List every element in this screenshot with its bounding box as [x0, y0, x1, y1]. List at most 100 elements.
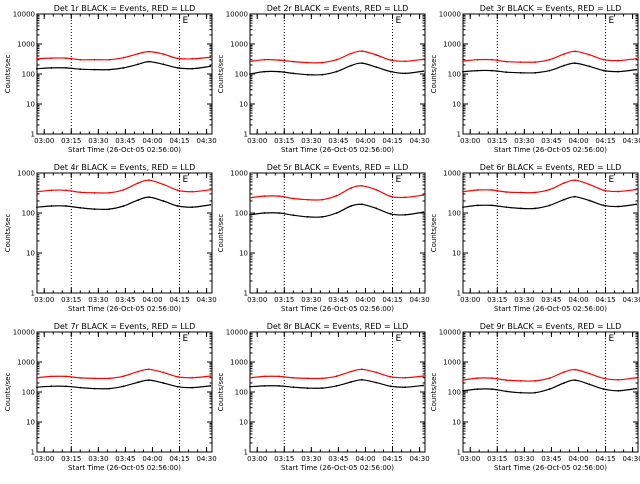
data-point-lld — [263, 195, 266, 198]
data-point-events — [491, 69, 493, 72]
data-point-lld — [476, 377, 479, 379]
data-point-lld — [491, 189, 493, 191]
data-point-events — [505, 206, 508, 209]
data-point-lld — [79, 58, 82, 61]
data-point-lld — [65, 375, 67, 378]
y-tick-label: 1000 — [17, 170, 35, 178]
data-point-events — [36, 67, 38, 70]
data-point-events — [361, 378, 363, 381]
chart-title: Det 5r BLACK = Events, RED = LLD — [267, 163, 409, 172]
chart-panel-3: Det 3r BLACK = Events, RED = LLD E 1 10 100 1… — [430, 4, 640, 154]
x-tick-label: 04:00 — [355, 455, 375, 463]
x-tick-label: 03:00 — [247, 137, 267, 145]
chart-title: Det 6r BLACK = Events, RED = LLD — [480, 163, 622, 172]
data-point-events — [148, 379, 150, 381]
x-tick-label: 04:15 — [595, 455, 615, 463]
y-tick-label: 100 — [235, 389, 248, 397]
data-point-events — [404, 386, 407, 389]
data-point-lld — [321, 377, 324, 380]
data-point-lld — [148, 50, 150, 53]
x-axis-label: Start Time (26-Oct-05 02:56:00) — [494, 305, 607, 313]
data-point-lld — [278, 195, 280, 198]
x-axis-label: Start Time (26-Oct-05 02:56:00) — [494, 464, 607, 472]
x-axis-label: Start Time (26-Oct-05 02:56:00) — [494, 146, 607, 154]
x-tick-label: 03:15 — [487, 137, 507, 145]
series-line-lld — [462, 368, 637, 382]
data-point-lld — [361, 50, 363, 52]
data-point-lld — [563, 53, 565, 55]
data-point-lld — [249, 196, 251, 199]
data-point-events — [278, 212, 280, 214]
series-line-lld — [249, 368, 424, 380]
data-point-events — [93, 387, 96, 390]
y-tick-label: 10 — [26, 419, 35, 427]
data-point-lld — [292, 197, 295, 200]
data-point-lld — [263, 58, 266, 61]
data-point-lld — [162, 371, 165, 374]
data-point-lld — [375, 371, 378, 374]
plot-frame — [36, 331, 213, 453]
data-point-lld — [292, 377, 295, 379]
data-point-lld — [635, 188, 638, 191]
data-point-events — [563, 64, 565, 67]
data-point-lld — [519, 191, 522, 194]
data-point-events — [635, 68, 638, 71]
data-point-events — [505, 71, 508, 74]
data-point-lld — [176, 189, 179, 192]
x-tick-label: 03:00 — [460, 455, 480, 463]
chart-panel-7: Det 7r BLACK = Events, RED = LLD E 1 10 100 1… — [4, 322, 217, 472]
y-tick-label: 100 — [22, 71, 35, 79]
data-point-lld — [389, 375, 392, 378]
data-point-lld — [191, 57, 194, 60]
data-point-lld — [588, 183, 591, 186]
data-point-events — [389, 385, 392, 388]
y-tick-label: 10 — [26, 250, 35, 258]
chart-title: Det 1r BLACK = Events, RED = LLD — [54, 4, 196, 13]
data-point-lld — [476, 189, 479, 191]
data-point-lld — [335, 58, 338, 61]
data-point-events — [375, 207, 378, 210]
x-tick-label: 03:45 — [541, 296, 561, 304]
data-point-events — [176, 205, 179, 207]
plot-frame — [249, 331, 426, 453]
plot-frame — [249, 13, 426, 135]
x-tick-label: 04:30 — [196, 455, 216, 463]
data-point-lld — [93, 58, 96, 61]
data-point-events — [137, 63, 139, 66]
plot-frame — [36, 13, 213, 135]
data-point-lld — [617, 378, 620, 381]
x-tick-label: 04:30 — [409, 137, 429, 145]
y-axis-label: Counts/sec — [430, 373, 438, 412]
data-point-events — [534, 207, 537, 210]
data-point-lld — [602, 58, 605, 61]
data-point-lld — [462, 190, 464, 193]
data-point-events — [534, 391, 537, 394]
data-point-events — [617, 389, 620, 392]
data-point-events — [602, 388, 605, 390]
y-tick-label: 100 — [448, 210, 461, 218]
y-tick-label: 100 — [235, 210, 248, 218]
x-tick-label: 04:00 — [568, 296, 588, 304]
data-point-lld — [162, 53, 165, 55]
data-point-events — [321, 387, 324, 389]
y-tick-label: 10 — [239, 419, 248, 427]
marker-label: E — [396, 175, 402, 185]
data-point-events — [249, 385, 251, 388]
data-point-events — [462, 70, 464, 73]
marker-label: E — [609, 16, 615, 26]
data-point-lld — [50, 375, 53, 378]
data-point-events — [122, 205, 125, 207]
data-point-events — [263, 385, 266, 387]
marker-label: E — [183, 334, 189, 344]
x-tick-label: 04:15 — [382, 455, 402, 463]
data-point-lld — [548, 188, 551, 191]
data-point-events — [519, 71, 522, 74]
x-tick-label: 03:45 — [115, 455, 135, 463]
y-axis-label: Counts/sec — [217, 55, 225, 94]
data-point-events — [476, 388, 479, 390]
series-line-lld — [249, 50, 424, 64]
y-tick-label: 10 — [26, 101, 35, 109]
y-axis-label: Counts/sec — [4, 55, 12, 94]
x-tick-label: 04:30 — [196, 137, 216, 145]
